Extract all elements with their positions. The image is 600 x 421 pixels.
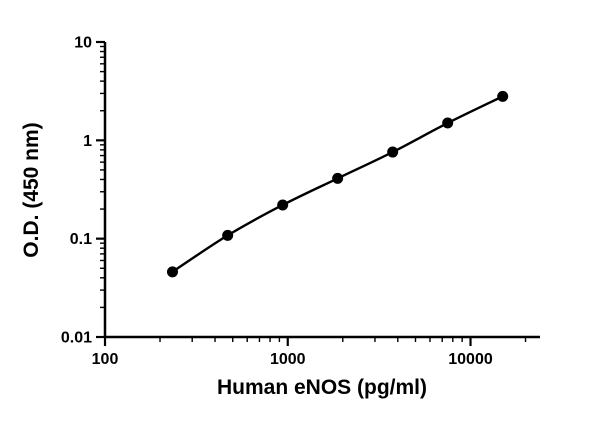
y-axis-title: O.D. (450 nm) xyxy=(20,122,43,257)
axes xyxy=(103,42,540,339)
y-tick-label: 1 xyxy=(83,133,92,150)
data-point xyxy=(166,266,178,278)
x-tick-label: 1000 xyxy=(270,351,306,368)
data-point xyxy=(277,199,289,211)
data-point xyxy=(387,146,399,158)
data-series xyxy=(166,90,509,278)
data-point xyxy=(222,229,234,241)
tick-marks xyxy=(96,40,527,346)
y-tick-label: 0.1 xyxy=(70,231,92,248)
data-point xyxy=(442,117,454,129)
y-tick-label: 10 xyxy=(74,35,92,52)
x-tick-label: 100 xyxy=(92,351,119,368)
x-axis-title: Human eNOS (pg/ml) xyxy=(217,376,427,399)
tick-labels: 100 1000 10000 0.01 0.1 1 10 xyxy=(61,35,493,369)
data-point xyxy=(332,172,344,184)
x-tick-label: 10000 xyxy=(448,351,493,368)
data-point xyxy=(497,90,509,102)
y-tick-label: 0.01 xyxy=(61,330,92,347)
